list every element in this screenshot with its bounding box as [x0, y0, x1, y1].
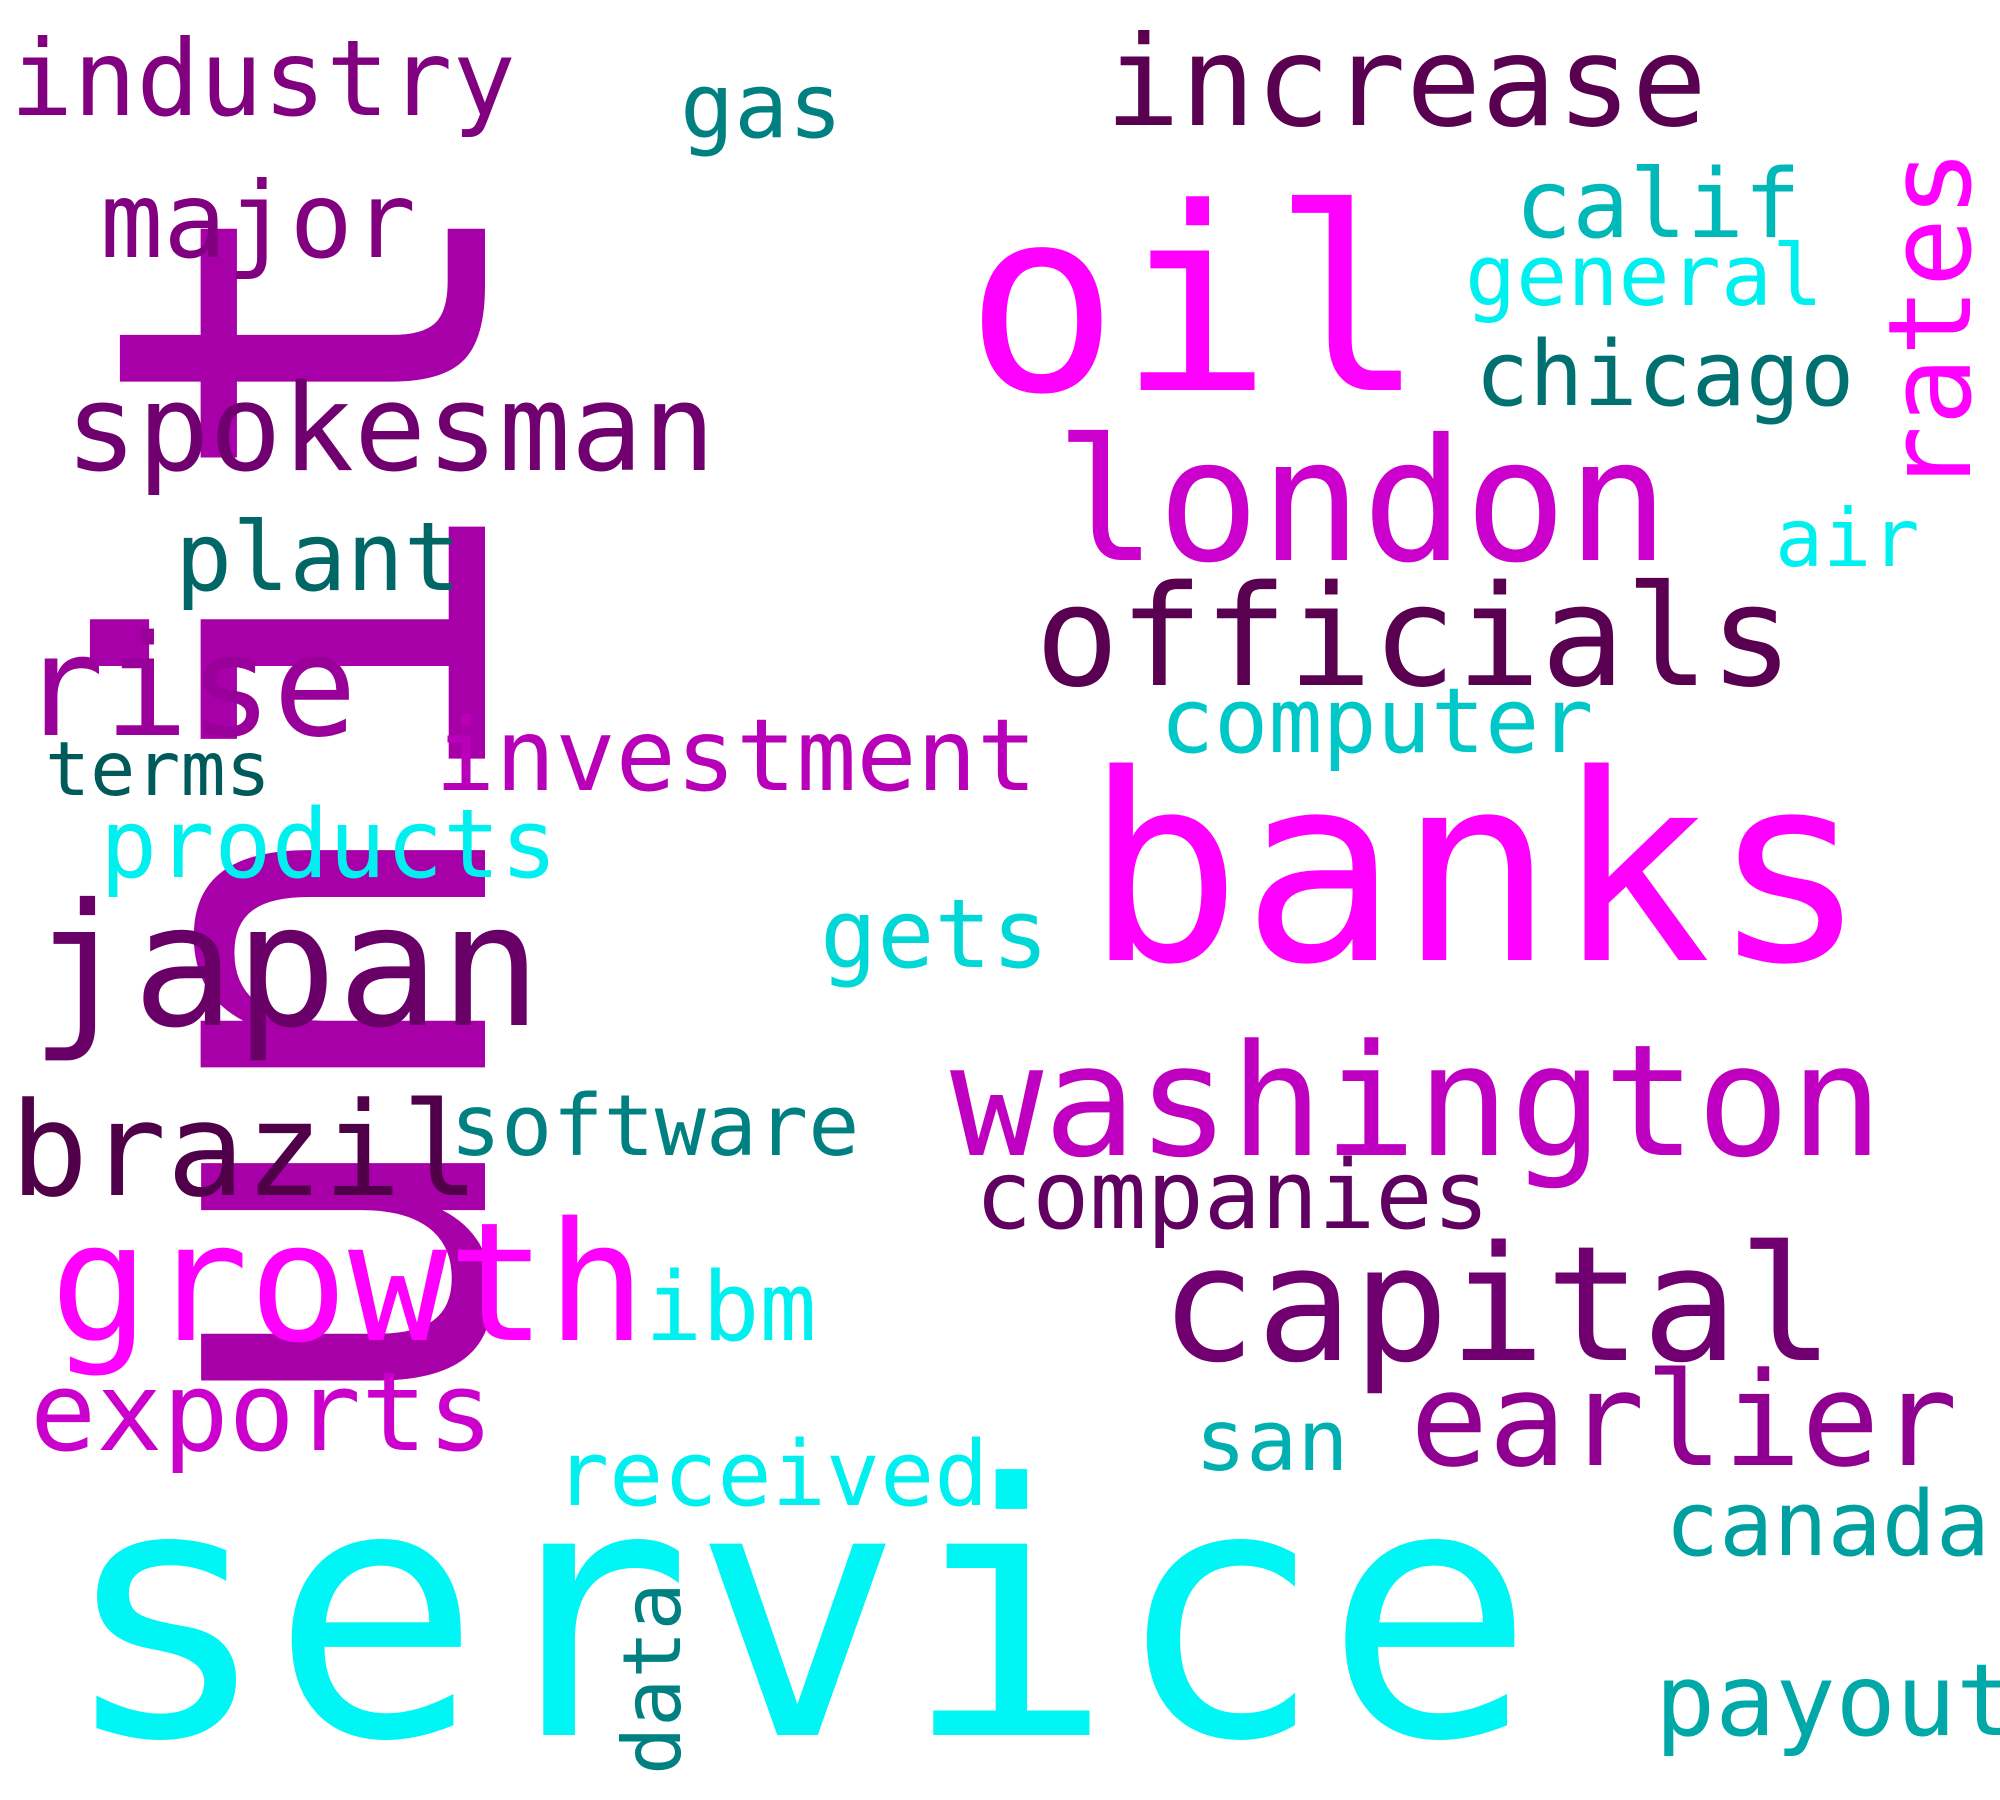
word-washington: washington [950, 1011, 1883, 1192]
word-exports: exports [30, 1348, 494, 1476]
word-growth: growth [50, 1187, 646, 1379]
word-earlier: earlier [1410, 1344, 1958, 1496]
word-terms: terms [45, 725, 271, 813]
word-chicago: chicago [1475, 322, 1854, 427]
word-payout: payout [1655, 1642, 2000, 1759]
word-rates: rates [1864, 149, 1998, 495]
word-calif: calif [1515, 150, 1801, 260]
word-software: software [450, 1077, 859, 1176]
word-major: major [100, 160, 416, 282]
word-general: general [1465, 227, 1823, 326]
word-increase: increase [1105, 10, 1707, 155]
word-banks: banks [1085, 720, 1868, 1022]
word-london: london [1055, 403, 1669, 601]
word-unit: unit [2, 178, 608, 1430]
word-ibm: ibm [645, 1253, 817, 1363]
word-gas: gas [680, 54, 843, 159]
word-received: received [555, 1422, 988, 1527]
word-rise: rise [20, 606, 357, 769]
word-plant: plant [175, 503, 461, 613]
word-japan: japan [30, 868, 542, 1066]
word-oil: oil [965, 154, 1426, 451]
word-air: air [1775, 492, 1920, 585]
word-capital: capital [1160, 1211, 1834, 1398]
word-products: products [100, 790, 558, 900]
word-san: san [1195, 1392, 1349, 1491]
word-canada: canada [1665, 1472, 1990, 1577]
word-computer: computer [1160, 669, 1593, 774]
word-officials: officials [1035, 556, 1794, 719]
word-gets: gets [820, 880, 1049, 990]
word-brazil: brazil [10, 1074, 480, 1226]
word-data: data [606, 1582, 699, 1775]
word-industry: industry [10, 18, 516, 140]
word-investment: investment [435, 697, 1037, 814]
word-companies: companies [975, 1141, 1490, 1251]
word-spokesman: spokesman [65, 360, 715, 499]
word-service: service [60, 1410, 1535, 1800]
